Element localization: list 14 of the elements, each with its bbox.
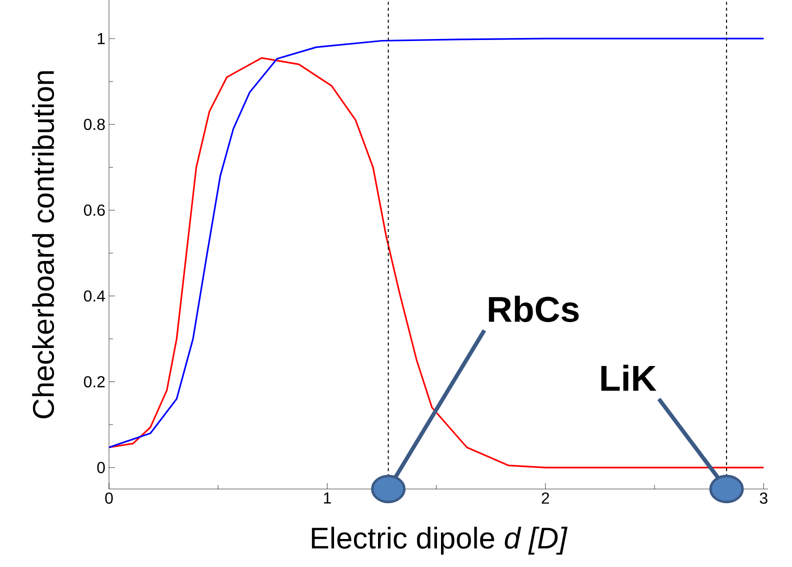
x-tick-label: 1	[324, 492, 331, 504]
y-tick-label: 0.6	[84, 204, 105, 216]
y-axis-title: Checkerboard contribution	[32, 71, 54, 418]
x-tick-label: 3	[760, 492, 768, 504]
y-tick-label: 0.2	[84, 376, 105, 388]
y-tick-label: 0	[97, 462, 105, 474]
y-tick-label: 0.4	[84, 290, 106, 302]
y-tick-label: 1	[98, 33, 105, 44]
x-axis-title: Electric dipole d [D]	[312, 526, 568, 555]
annotation: RbCs	[488, 296, 579, 322]
y-tick-label: 0.8	[84, 118, 105, 130]
annotation: LiK	[601, 364, 656, 391]
x-tick-label: 2	[542, 492, 550, 504]
x-tick-label: 0	[105, 492, 113, 504]
